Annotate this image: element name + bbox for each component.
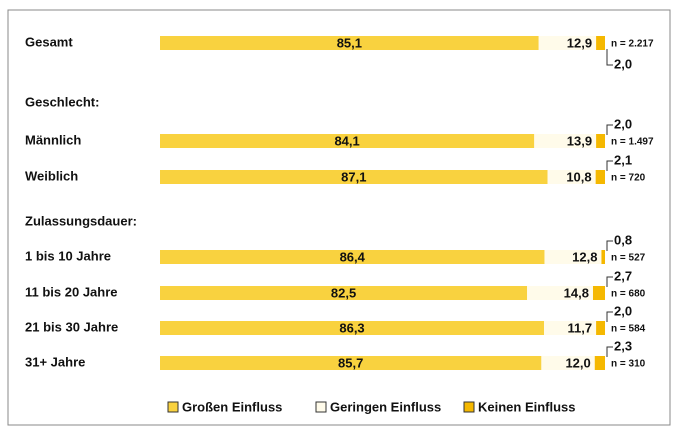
legend-label: Keinen Einfluss xyxy=(478,399,576,414)
category-label: Weiblich xyxy=(25,168,78,183)
category-label: 31+ Jahre xyxy=(25,354,85,369)
leader-line xyxy=(606,240,613,251)
leader-line xyxy=(606,346,613,357)
bar-segment xyxy=(538,36,597,50)
bar-segment xyxy=(160,134,535,148)
value-label: 13,9 xyxy=(567,133,592,148)
n-label: n = 527 xyxy=(611,253,646,264)
leader-line xyxy=(606,124,613,135)
bar-segment xyxy=(544,321,597,335)
value-label: 2,1 xyxy=(614,152,632,167)
bar-segment xyxy=(596,134,605,148)
bar-segment xyxy=(544,250,602,264)
value-label: 12,8 xyxy=(572,249,597,264)
n-label: n = 310 xyxy=(611,359,646,370)
n-label: n = 584 xyxy=(611,324,646,335)
n-label: n = 720 xyxy=(611,173,646,184)
bar-segment xyxy=(160,356,542,370)
value-label: 12,9 xyxy=(567,35,592,50)
n-label: n = 680 xyxy=(611,289,646,300)
bar-segment xyxy=(601,250,605,264)
category-label: Männlich xyxy=(25,132,81,147)
value-label: 84,1 xyxy=(334,133,359,148)
bar-segment xyxy=(160,286,528,300)
group-label: Zulassungsdauer: xyxy=(25,213,137,228)
bar-segment xyxy=(596,36,605,50)
bar-segment xyxy=(160,170,548,184)
value-label: 85,1 xyxy=(337,35,362,50)
legend-swatch xyxy=(463,401,475,413)
bar-segment xyxy=(592,286,605,300)
bar-segment xyxy=(541,356,595,370)
bar-segment xyxy=(547,170,596,184)
value-label: 82,5 xyxy=(331,285,356,300)
frame xyxy=(7,9,671,426)
value-label: 85,7 xyxy=(338,355,363,370)
bar-segment xyxy=(527,286,593,300)
value-label: 10,8 xyxy=(566,169,591,184)
leader-line xyxy=(606,311,613,322)
value-label: 12,0 xyxy=(565,355,590,370)
value-label: 2,0 xyxy=(614,116,632,131)
bar-segment xyxy=(594,356,605,370)
bar-segment xyxy=(160,321,545,335)
value-label: 11,7 xyxy=(568,320,593,335)
group-label: Geschlecht: xyxy=(25,94,99,109)
legend-label: Geringen Einfluss xyxy=(330,399,441,414)
bar-segment xyxy=(160,250,545,264)
n-label: n = 1.497 xyxy=(611,137,654,148)
leader-line xyxy=(606,160,613,171)
value-label: 86,3 xyxy=(339,320,364,335)
value-label: 0,8 xyxy=(614,232,632,247)
bar-segment xyxy=(534,134,597,148)
leader-line xyxy=(606,276,613,287)
legend-swatch xyxy=(315,401,327,413)
n-label: n = 2.217 xyxy=(611,39,654,50)
bar-segment xyxy=(595,170,605,184)
value-label: 86,4 xyxy=(340,249,366,264)
category-label: 21 bis 30 Jahre xyxy=(25,319,118,334)
value-label: 14,8 xyxy=(564,285,589,300)
value-label: 2,3 xyxy=(614,338,632,353)
legend-swatch xyxy=(167,401,179,413)
bar-segment xyxy=(160,36,539,50)
value-label: 2,0 xyxy=(614,303,632,318)
bar-segment xyxy=(596,321,605,335)
category-label: 11 bis 20 Jahre xyxy=(25,284,118,299)
category-label: Gesamt xyxy=(25,34,73,49)
legend-label: Großen Einfluss xyxy=(182,399,282,414)
value-label: 87,1 xyxy=(341,169,366,184)
value-label: 2,7 xyxy=(614,268,632,283)
leader-line xyxy=(606,49,613,66)
value-label: 2,0 xyxy=(614,56,632,71)
category-label: 1 bis 10 Jahre xyxy=(25,248,111,263)
